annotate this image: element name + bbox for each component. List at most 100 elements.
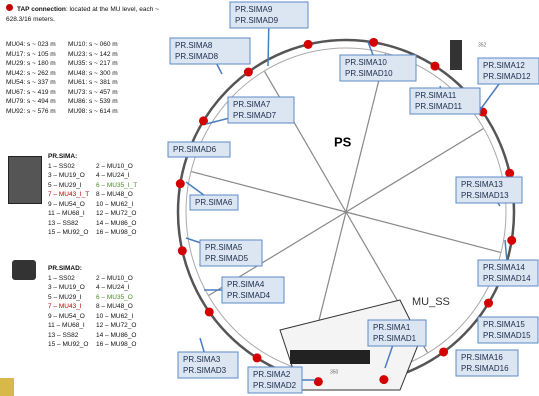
list-item: 14 – MU86_O: [96, 219, 148, 229]
label-text: PR.SIMAD1: [373, 334, 417, 343]
list-item: 7 – MU43_I: [48, 302, 96, 312]
tap-dot: [304, 40, 313, 49]
list-item: 8 – MU48_O: [96, 302, 148, 312]
label-text: PR.SIMAD13: [461, 191, 509, 200]
list-item: 3 – MU19_O: [48, 283, 96, 293]
list-item: 7 – MU43_I_T: [48, 190, 96, 200]
label-text: PR.SIMA1: [373, 323, 411, 332]
mu-entry: MU04: s ~ 023 m: [6, 40, 68, 50]
ring-number: 350: [330, 369, 339, 375]
list-item: 10 – MU62_I: [96, 200, 148, 210]
ps-label: PS: [334, 134, 352, 149]
building-dark: [290, 350, 370, 364]
label-text: PR.SIMA6: [195, 198, 233, 207]
label-text: PR.SIMA3: [183, 355, 221, 364]
list-item: 12 – MU72_O: [96, 321, 148, 331]
label-text: PR.SIMA4: [227, 280, 265, 289]
tap-dot: [205, 307, 214, 316]
list-item: 12 – MU72_O: [96, 209, 148, 219]
mu-entry: MU29: s ~ 180 m: [6, 59, 68, 69]
device-icon: [8, 156, 42, 204]
legend-title: TAP connection: [17, 6, 66, 13]
label-text: PR.SIMAD4: [227, 291, 271, 300]
list-item: 16 – MU98_O: [96, 228, 148, 238]
tap-dot: [178, 246, 187, 255]
list-item: 15 – MU92_O: [48, 228, 96, 238]
label-text: PR.SIMA11: [415, 91, 457, 100]
tap-dot: [507, 236, 516, 245]
device-icon: [12, 260, 36, 280]
list-item: 5 – MU29_I: [48, 293, 96, 303]
legend: TAP connection: located at the MU level,…: [6, 4, 186, 24]
mu-entry: MU35: s ~ 217 m: [68, 59, 130, 69]
list-item: 11 – MU68_I: [48, 209, 96, 219]
label-text: PR.SIMA10: [345, 58, 387, 67]
list-item: 1 – SS02: [48, 274, 96, 284]
list-item: 4 – MU24_I: [96, 171, 148, 181]
mu-entry: MU42: s ~ 262 m: [6, 69, 68, 79]
tap-dot: [379, 375, 388, 384]
mu-entry: MU92: s ~ 576 m: [6, 107, 68, 117]
list-item: 8 – MU48_O: [96, 190, 148, 200]
pr-simad: PR.SIMAD: 1 – SS022 – MU10_O3 – MU19_O4 …: [48, 264, 148, 350]
section-title: PR.SIMA:: [48, 152, 148, 162]
label-text: PR.SIMAD2: [253, 381, 297, 390]
legend-dot: [6, 4, 13, 11]
mu-entry: MU23: s ~ 142 m: [68, 50, 130, 60]
list-item: 14 – MU86_O: [96, 331, 148, 341]
mu-entry: MU86: s ~ 539 m: [68, 97, 130, 107]
label-text: PR.SIMA16: [461, 353, 503, 362]
mu-entry: MU10: s ~ 060 m: [68, 40, 130, 50]
list-item: 2 – MU10_O: [96, 274, 148, 284]
list-item: 6 – MU35_I_T: [96, 181, 148, 191]
tap-dot: [505, 169, 514, 178]
mu-entry: MU17: s ~ 105 m: [6, 50, 68, 60]
label-text: PR.SIMAD9: [235, 16, 279, 25]
tap-dot: [314, 377, 323, 386]
list-item: 5 – MU29_I: [48, 181, 96, 191]
label-text: PR.SIMA7: [233, 100, 271, 109]
mu-entry: MU67: s ~ 419 m: [6, 88, 68, 98]
tap-dot: [253, 353, 262, 362]
tap-dot: [244, 68, 253, 77]
tap-dot: [439, 347, 448, 356]
mu-ss-label: MU_SS: [412, 296, 450, 308]
label-text: PR.SIMAD16: [461, 364, 509, 373]
label-text: PR.SIMAD8: [175, 52, 219, 61]
tap-dot: [369, 38, 378, 47]
tap-dot: [430, 62, 439, 71]
list-item: 15 – MU92_O: [48, 340, 96, 350]
label-text: PR.SIMAD14: [483, 274, 531, 283]
list-item: 9 – MU54_O: [48, 312, 96, 322]
list-item: 1 – SS02: [48, 162, 96, 172]
list-item: 13 – SS82: [48, 219, 96, 229]
tap-dot: [484, 299, 493, 308]
label-text: PR.SIMAD10: [345, 69, 393, 78]
ring-number: 352: [478, 42, 487, 48]
mu-entry: MU54: s ~ 337 m: [6, 78, 68, 88]
label-text: PR.SIMA8: [175, 41, 213, 50]
mu-entry: MU79: s ~ 494 m: [6, 97, 68, 107]
list-item: 3 – MU19_O: [48, 171, 96, 181]
section-title: PR.SIMAD:: [48, 264, 148, 274]
label-text: PR.SIMAD6: [173, 145, 217, 154]
label-text: PR.SIMA9: [235, 5, 273, 14]
label-text: PR.SIMAD11: [415, 102, 463, 111]
list-item: 16 – MU98_O: [96, 340, 148, 350]
mu-entry: MU98: s ~ 614 m: [68, 107, 130, 117]
label-text: PR.SIMA2: [253, 370, 291, 379]
mu-entry: MU73: s ~ 457 m: [68, 88, 130, 98]
label-text: PR.SIMA13: [461, 180, 503, 189]
label-text: PR.SIMA14: [483, 263, 525, 272]
page: PS MU_SS 352 350 PR.SIMA9 PR.SIMAD9 PR.SIM…: [0, 0, 539, 396]
label-text: PR.SIMAD12: [483, 72, 531, 81]
label-text: PR.SIMA5: [205, 243, 243, 252]
label-text: PR.SIMA15: [483, 320, 525, 329]
list-item: 6 – MU35_O: [96, 293, 148, 303]
list-item: 4 – MU24_I: [96, 283, 148, 293]
list-item: 9 – MU54_O: [48, 200, 96, 210]
mu-entry: MU48: s ~ 300 m: [68, 69, 130, 79]
mu-entry: MU61: s ~ 381 m: [68, 78, 130, 88]
